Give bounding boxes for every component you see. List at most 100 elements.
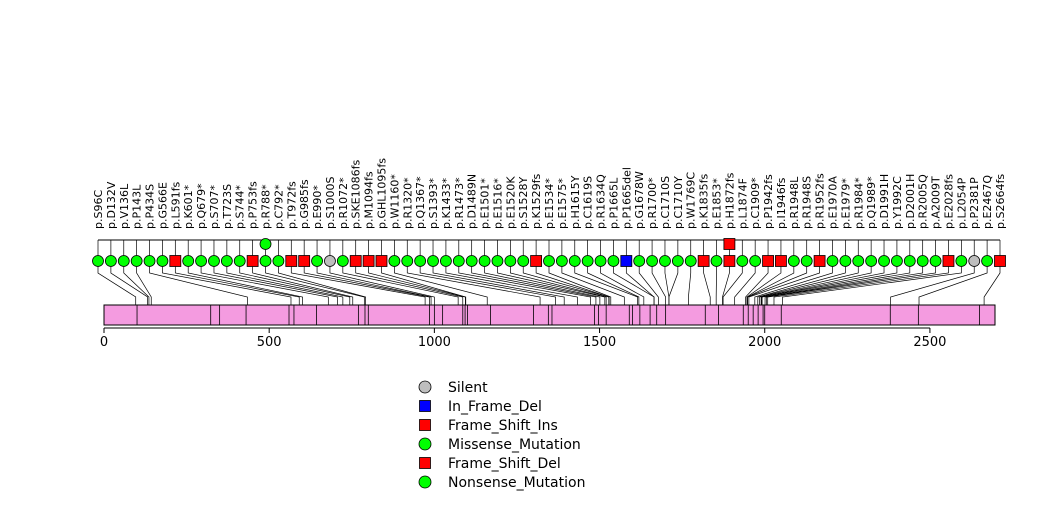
marker-42-0 <box>633 255 646 267</box>
mutation-label-37: p.H1615Y <box>569 175 582 229</box>
mutation-label-21: p.M1094fs <box>363 171 376 229</box>
mutation-label-66: p.E2028fs <box>942 174 955 229</box>
legend-label-0: Silent <box>448 380 488 396</box>
marker-20-0 <box>349 255 362 267</box>
connector-27 <box>445 261 578 305</box>
marker-44-0 <box>659 255 671 267</box>
legend-label-2: Frame_Shift_Ins <box>448 418 558 434</box>
connector-63 <box>764 261 911 305</box>
mutation-label-44: p.C1710S <box>659 176 672 229</box>
connector-9 <box>213 261 338 305</box>
mutation-label-46: p.W1769C <box>685 172 698 229</box>
connector-3 <box>136 261 152 305</box>
mutation-labels: p.S96C p.D132V p.V136L p.P143L p.P434S p.G566… <box>92 158 1007 229</box>
mutation-label-33: p.S1528Y <box>517 177 530 229</box>
mutation-label-7: p.K601* <box>182 184 195 229</box>
legend-label-4: Frame_Shift_Del <box>448 456 561 472</box>
marker-3-0 <box>130 255 143 267</box>
mutation-label-27: p.K1433* <box>440 177 453 229</box>
marker-28-0 <box>452 255 465 267</box>
mutation-label-36: p.E1575* <box>556 178 569 229</box>
mutation-label-22: p.GHL1095fs <box>375 158 388 229</box>
mutation-label-19: p.R1072* <box>337 177 350 229</box>
connector-49 <box>722 261 730 305</box>
marker-1-0 <box>104 255 117 267</box>
mutation-markers <box>92 238 1006 267</box>
connector-39 <box>600 261 645 305</box>
mutation-label-57: p.E1970A <box>826 176 839 229</box>
marker-55-0 <box>800 255 813 267</box>
mutation-label-18: p.S1000S <box>324 177 337 229</box>
mutation-label-58: p.E1979* <box>839 178 852 229</box>
legend-label-1: In_Frame_Del <box>448 399 542 415</box>
connector-37 <box>574 261 638 305</box>
mutation-label-31: p.E1516* <box>491 178 504 229</box>
mutation-label-68: p.P2381P <box>968 177 981 229</box>
x-axis: 0 500 1000 1500 2000 2500 <box>100 327 946 350</box>
legend-marker-1 <box>419 400 431 412</box>
mutation-label-60: p.Q1989* <box>865 176 878 229</box>
mutation-label-9: p.S707* <box>208 185 221 229</box>
marker-66-0 <box>942 255 955 267</box>
marker-40-0 <box>607 255 620 267</box>
marker-68-0 <box>968 255 981 267</box>
marker-37-0 <box>568 255 581 267</box>
mutation-label-63: p.D2001H <box>904 174 917 229</box>
marker-38-0 <box>581 255 594 267</box>
mutation-label-15: p.T972fs <box>285 181 298 229</box>
connector-38 <box>587 261 640 305</box>
mutation-label-45: p.C1710Y <box>672 176 685 229</box>
connector-58 <box>757 261 846 305</box>
mutation-label-13: p.R788* <box>260 184 273 229</box>
connector-11 <box>239 261 351 305</box>
connector-55 <box>747 261 808 305</box>
marker-62-0 <box>891 255 903 267</box>
mutation-label-6: p.L591fs <box>169 182 182 229</box>
connector-4 <box>149 261 248 305</box>
connector-32 <box>509 261 607 305</box>
connector-7 <box>187 261 303 305</box>
marker-49-1 <box>723 238 736 250</box>
marker-23-0 <box>388 255 401 267</box>
marker-17-0 <box>311 255 323 267</box>
mutation-label-34: p.K1529fs <box>530 173 543 229</box>
mutation-label-1: p.D132V <box>105 181 118 229</box>
connector-64 <box>766 261 924 305</box>
connector-19 <box>342 261 459 305</box>
marker-65-0 <box>929 255 942 267</box>
mutation-label-5: p.G566E <box>156 182 169 229</box>
connector-67 <box>782 261 962 305</box>
connector-16 <box>303 261 430 305</box>
mutation-label-10: p.T723S <box>221 184 234 229</box>
marker-18-0 <box>324 255 336 267</box>
mutation-label-25: p.Q1367* <box>414 176 427 229</box>
connector-20 <box>355 261 464 305</box>
marker-52-0 <box>762 255 774 267</box>
mutation-label-16: p.G985fs <box>298 179 311 229</box>
marker-50-0 <box>736 255 749 267</box>
mutation-label-29: p.D1489N <box>466 174 479 229</box>
domain-bar <box>103 304 996 326</box>
connector-35 <box>548 261 612 305</box>
connector-40 <box>613 261 655 305</box>
marker-67-0 <box>955 255 968 267</box>
mutation-label-61: p.D1991H <box>878 174 891 229</box>
connector-53 <box>746 261 782 305</box>
mutation-label-39: p.R1634Q <box>595 174 608 229</box>
mutation-label-52: p.P1942fs <box>762 174 775 229</box>
connector-8 <box>200 261 329 305</box>
x-tick-label-2: 1000 <box>418 335 451 350</box>
legend-label-3: Missense_Mutation <box>448 437 581 453</box>
mutation-label-26: p.S1393* <box>427 178 440 229</box>
mutation-label-12: p.P753fs <box>247 181 260 229</box>
mutation-label-23: p.W1160* <box>388 174 401 229</box>
mutation-label-49: p.H1872fs <box>723 172 736 229</box>
legend-marker-3 <box>418 437 432 451</box>
mutation-label-20: p.SKE1086fs <box>350 160 363 229</box>
mutation-label-48: p.E1853* <box>711 178 724 229</box>
connector-1 <box>110 261 148 305</box>
connector-56 <box>748 261 820 305</box>
marker-12-0 <box>246 255 259 267</box>
mutation-label-59: p.R1984* <box>852 177 865 229</box>
